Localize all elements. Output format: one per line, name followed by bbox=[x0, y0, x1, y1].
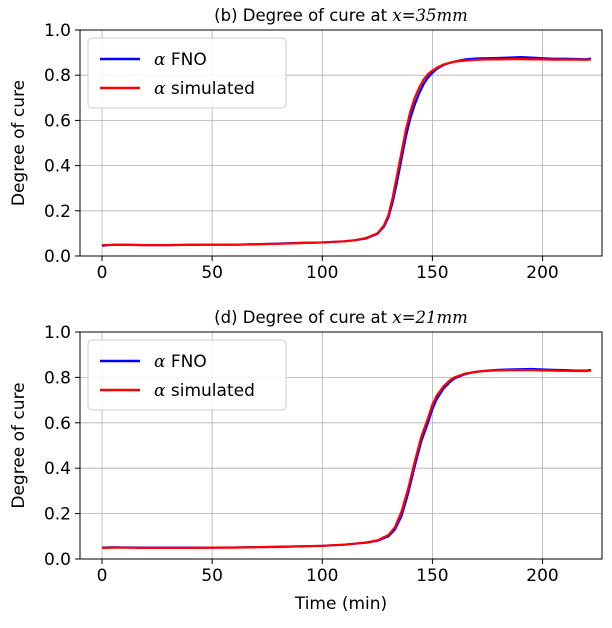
series-line-simulated bbox=[102, 369, 592, 549]
y-tick-label: 0.8 bbox=[44, 66, 71, 86]
x-tick-label: 50 bbox=[201, 566, 223, 586]
y-tick-label: 0.4 bbox=[44, 459, 71, 479]
y-tick-label: 0.4 bbox=[44, 157, 71, 177]
y-tick-label: 1.0 bbox=[44, 21, 71, 41]
chart-panel-1: 0 50 100 150 200 0.0 0.2 0.4 0.6 0.8 1.0 (b) Degree… bbox=[9, 6, 603, 283]
series-line-simulated bbox=[102, 58, 592, 247]
y-tick-label: 0.6 bbox=[44, 414, 71, 434]
legend-label-text: FNO bbox=[171, 352, 207, 372]
legend-label-text: simulated bbox=[171, 79, 255, 99]
y-tick-label: 0.0 bbox=[44, 247, 71, 267]
legend-box bbox=[87, 339, 287, 411]
legend-label-simulated: α simulated bbox=[154, 79, 255, 99]
x-axis-label: Time (min) bbox=[294, 594, 387, 614]
x-tick-label: 50 bbox=[201, 263, 223, 283]
x-tick-label: 200 bbox=[526, 263, 558, 283]
chart-title-math: x=21mm bbox=[392, 308, 467, 327]
chart-title: (b) Degree of cure at x=35mm bbox=[214, 6, 468, 25]
x-tick-label: 150 bbox=[416, 263, 448, 283]
axes-frame bbox=[79, 29, 603, 257]
legend-label-math: α bbox=[154, 352, 171, 372]
chart-title-text: (d) Degree of cure at bbox=[214, 308, 392, 327]
legend-label-text: simulated bbox=[171, 381, 255, 401]
y-tick-label: 0.2 bbox=[44, 505, 71, 525]
chart-panel-2: 0 50 100 150 200 0.0 0.2 0.4 0.6 0.8 1.0 (d) Degree… bbox=[9, 308, 603, 614]
legend-label-fno: α FNO bbox=[154, 50, 207, 70]
chart-title-math: x=35mm bbox=[392, 6, 467, 25]
axes-frame bbox=[79, 331, 603, 560]
y-tick-label: 0.8 bbox=[44, 368, 71, 388]
legend-label-fno: α FNO bbox=[154, 352, 207, 372]
x-tick-label: 100 bbox=[306, 263, 338, 283]
y-axis-label: Degree of cure bbox=[9, 382, 29, 508]
y-axis-label: Degree of cure bbox=[9, 80, 29, 206]
y-tick-label: 0.2 bbox=[44, 202, 71, 222]
chart-title-text: (b) Degree of cure at bbox=[214, 6, 392, 25]
legend-label-simulated: α simulated bbox=[154, 381, 255, 401]
legend-label-math: α bbox=[154, 381, 171, 401]
x-tick-label: 150 bbox=[416, 566, 448, 586]
y-tick-label: 1.0 bbox=[44, 323, 71, 343]
y-tick-label: 0.0 bbox=[44, 550, 71, 570]
legend-box bbox=[87, 37, 287, 109]
chart-title: (d) Degree of cure at x=21mm bbox=[214, 308, 468, 327]
legend-label-math: α bbox=[154, 50, 171, 70]
x-tick-label: 0 bbox=[97, 566, 108, 586]
x-tick-label: 200 bbox=[526, 566, 558, 586]
x-tick-label: 0 bbox=[97, 263, 108, 283]
legend-label-math: α bbox=[154, 79, 171, 99]
legend-label-text: FNO bbox=[171, 50, 207, 70]
x-tick-label: 100 bbox=[306, 566, 338, 586]
y-tick-label: 0.6 bbox=[44, 111, 71, 131]
